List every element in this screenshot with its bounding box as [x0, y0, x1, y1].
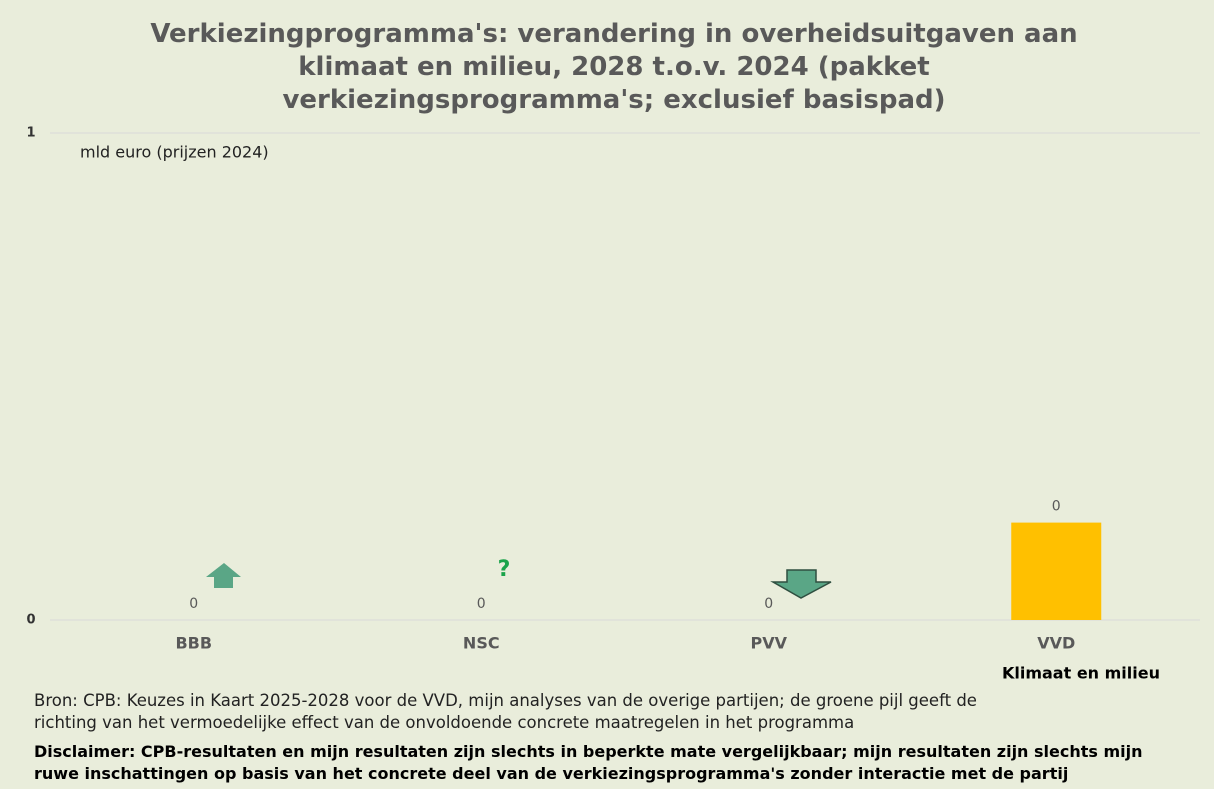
down-arrow [770, 569, 832, 599]
bar [1011, 522, 1102, 620]
x-tick-label: NSC [463, 634, 500, 653]
data-label: 0 [477, 596, 486, 612]
x-tick-label: PVV [751, 634, 788, 653]
data-label: 0 [189, 596, 198, 612]
chart-title: Verkiezingprogramma's: verandering in ov… [150, 19, 1078, 115]
y-tick-label: 0 [26, 613, 35, 628]
y-tick-label: 1 [26, 126, 35, 141]
legend-entry: Klimaat en milieu [1002, 664, 1160, 683]
y-axis-label: mld euro (prijzen 2024) [80, 143, 269, 162]
data-label: 0 [764, 596, 773, 612]
up-arrow [206, 563, 241, 588]
data-label: 0 [1052, 499, 1061, 515]
x-tick-label: BBB [175, 634, 212, 653]
disclaimer: Disclaimer: CPB-resultaten en mijn resul… [34, 742, 1143, 783]
x-tick-label: VVD [1037, 634, 1075, 653]
annotation: ? [498, 557, 511, 582]
source-note: Bron: CPB: Keuzes in Kaart 2025-2028 voo… [34, 691, 977, 732]
